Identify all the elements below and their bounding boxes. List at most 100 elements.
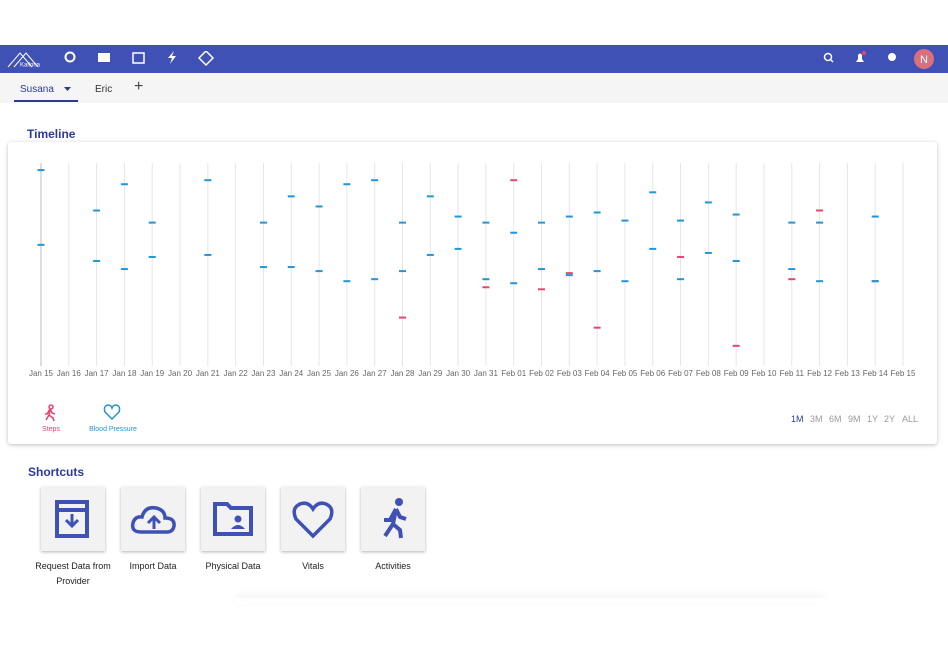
mark — [287, 195, 295, 198]
mark — [371, 278, 379, 281]
mark — [482, 278, 490, 281]
legend-item[interactable]: Steps — [42, 404, 60, 433]
mark — [677, 255, 685, 258]
mark — [871, 215, 879, 218]
shortcut-icon — [383, 498, 407, 539]
mark — [538, 221, 546, 224]
legend-icon — [45, 404, 56, 422]
mark — [315, 205, 323, 208]
range-option[interactable]: 1Y — [867, 414, 879, 424]
x-tick-label: Feb 01 — [501, 369, 526, 378]
mark — [204, 253, 212, 256]
x-tick-label: Jan 25 — [307, 369, 332, 378]
avatar[interactable]: N — [920, 54, 928, 66]
range-option[interactable]: 9M — [848, 414, 861, 424]
x-tick-label: Jan 23 — [251, 369, 276, 378]
x-tick-label: Feb 02 — [529, 369, 554, 378]
x-tick-label: Jan 29 — [418, 369, 443, 378]
mark — [593, 270, 601, 273]
mark — [704, 201, 712, 204]
mark — [454, 247, 462, 250]
x-tick-label: Feb 06 — [640, 369, 665, 378]
mark — [871, 280, 879, 283]
shortcut-tile[interactable] — [41, 487, 105, 551]
shortcut-icon — [292, 501, 334, 539]
x-tick-label: Feb 07 — [668, 369, 693, 378]
mark — [788, 278, 796, 281]
mark — [621, 280, 629, 283]
mark — [510, 179, 518, 182]
mark — [677, 278, 685, 281]
mark — [677, 219, 685, 222]
tab[interactable]: Susana — [20, 84, 54, 95]
shortcut-tile[interactable] — [121, 487, 185, 551]
mark — [259, 266, 267, 269]
x-tick-label: Jan 30 — [446, 369, 471, 378]
mark — [649, 247, 657, 250]
section-title: Shortcuts — [28, 465, 85, 479]
legend-label: Blood Pressure — [89, 426, 137, 433]
mark — [148, 255, 156, 258]
mark — [538, 288, 546, 291]
mark — [148, 221, 156, 224]
tab-indicator — [14, 100, 78, 102]
shortcut-icon — [130, 505, 176, 534]
dropdown-arrow[interactable] — [64, 87, 72, 93]
mark — [371, 179, 379, 182]
mark — [315, 270, 323, 273]
shortcut-tile[interactable] — [281, 487, 345, 551]
mark — [510, 231, 518, 234]
legend-item[interactable]: Blood Pressure — [89, 404, 137, 433]
shortcut-label[interactable]: Import Data — [129, 561, 177, 571]
x-tick-label: Feb 04 — [585, 369, 610, 378]
shortcut-label[interactable]: Activities — [375, 561, 411, 571]
x-tick-label: Jan 18 — [112, 369, 137, 378]
mark — [538, 268, 546, 271]
mark — [120, 268, 128, 271]
x-tick-label: Feb 15 — [891, 369, 916, 378]
shortcut-tile[interactable] — [361, 487, 425, 551]
shortcut-label[interactable]: Physical Data — [205, 561, 261, 571]
mark — [482, 221, 490, 224]
x-tick-label: Jan 16 — [57, 369, 82, 378]
range-option[interactable]: ALL — [902, 414, 919, 424]
mark — [93, 209, 101, 212]
shortcut-tile[interactable] — [201, 487, 265, 551]
x-tick-label: Feb 10 — [752, 369, 777, 378]
mark — [565, 272, 573, 275]
x-tick-label: Feb 12 — [807, 369, 832, 378]
x-tick-label: Feb 05 — [612, 369, 637, 378]
mark — [621, 219, 629, 222]
x-tick-label: Feb 03 — [557, 369, 582, 378]
shortcut-icon — [213, 502, 253, 536]
tab[interactable]: Eric — [95, 84, 113, 95]
mark — [37, 169, 45, 172]
x-tick-label: Jan 28 — [390, 369, 415, 378]
x-tick-label: Jan 15 — [29, 369, 54, 378]
x-tick-label: Jan 21 — [196, 369, 221, 378]
timeline-card — [8, 142, 937, 444]
mark — [343, 183, 351, 186]
nav-icons[interactable] — [62, 51, 222, 67]
nav-right[interactable]: N — [820, 49, 940, 71]
shortcut-label[interactable]: Request Data from Provider — [35, 561, 111, 586]
legend-label: Steps — [42, 426, 60, 433]
logo-text: Kailona — [20, 63, 41, 69]
mark — [593, 326, 601, 329]
mark — [816, 280, 824, 283]
mark — [704, 251, 712, 254]
range-option[interactable]: 6M — [829, 414, 842, 424]
range-option[interactable]: 1M — [791, 414, 804, 424]
add-tab[interactable]: + — [134, 78, 144, 95]
range-option[interactable]: 3M — [810, 414, 823, 424]
range-option[interactable]: 2Y — [884, 414, 896, 424]
shortcut-label[interactable]: Vitals — [302, 561, 324, 571]
x-tick-label: Feb 08 — [696, 369, 721, 378]
mark — [426, 195, 434, 198]
x-tick-label: Feb 11 — [780, 369, 805, 378]
mark — [454, 215, 462, 218]
x-tick-label: Jan 22 — [224, 369, 249, 378]
section-title: Timeline — [27, 127, 76, 141]
x-tick-label: Jan 24 — [279, 369, 304, 378]
